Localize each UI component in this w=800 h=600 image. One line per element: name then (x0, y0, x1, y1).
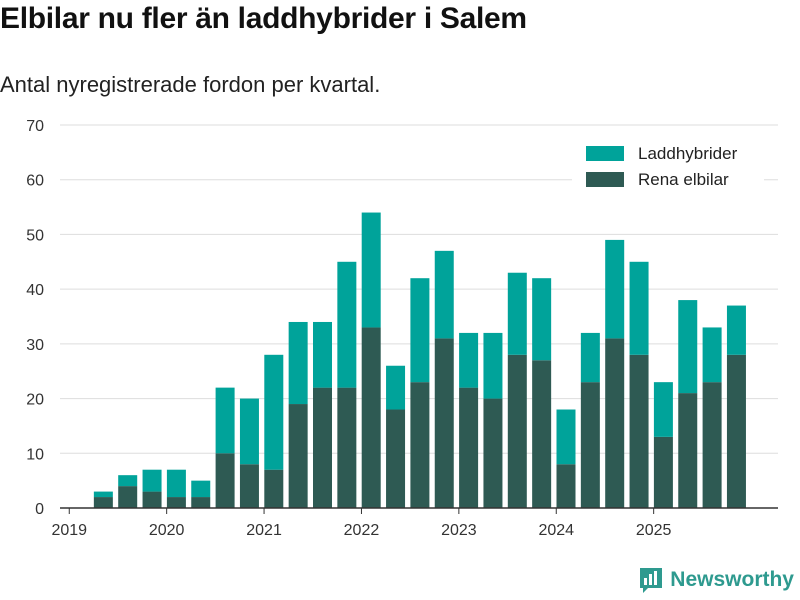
bar-rena-elbilar (702, 382, 722, 508)
bar-laddhybrider (532, 278, 552, 361)
bar-rena-elbilar (215, 453, 235, 508)
bar-laddhybrider (434, 250, 454, 339)
bar-laddhybrider (629, 261, 649, 355)
legend-item-rena-elbilar-swatch (586, 172, 624, 187)
bar-laddhybrider (702, 327, 722, 383)
bar-rena-elbilar (459, 387, 479, 508)
bar-laddhybrider (93, 491, 113, 498)
bar-rena-elbilar (726, 354, 746, 508)
x-tick-label: 2020 (149, 522, 185, 539)
x-tick-label: 2022 (344, 522, 380, 539)
bar-laddhybrider (313, 321, 332, 388)
bar-laddhybrider (361, 212, 381, 328)
bar-rena-elbilar (288, 404, 308, 508)
bar-rena-elbilar (239, 464, 259, 508)
y-tick-label: 10 (26, 446, 44, 463)
bar-rena-elbilar (410, 382, 430, 508)
x-tick-label: 2019 (51, 522, 87, 539)
newsworthy-logo-icon (640, 568, 663, 593)
bar-rena-elbilar (264, 469, 284, 508)
y-tick-label: 30 (26, 337, 44, 354)
bar-laddhybrider (653, 382, 673, 437)
y-tick-label: 20 (26, 392, 44, 409)
bar-laddhybrider (166, 469, 186, 498)
bar-rena-elbilar (361, 327, 381, 508)
bar-rena-elbilar (580, 382, 600, 508)
legend-item-laddhybrider-label: Laddhybrider (638, 144, 738, 163)
bar-rena-elbilar (653, 436, 673, 508)
bar-rena-elbilar (556, 464, 576, 508)
bar-laddhybrider (264, 354, 284, 470)
bar-rena-elbilar (337, 387, 357, 508)
bar-laddhybrider (678, 300, 698, 394)
bar-rena-elbilar (605, 338, 625, 508)
bar-rena-elbilar (166, 497, 186, 508)
bar-laddhybrider (386, 365, 406, 410)
legend-item-laddhybrider-swatch (586, 146, 624, 161)
bar-rena-elbilar (629, 354, 649, 508)
legend: Laddhybrider Rena elbilar (572, 138, 764, 198)
bar-laddhybrider (410, 278, 430, 383)
bar-laddhybrider (118, 475, 138, 487)
bar-laddhybrider (288, 321, 308, 405)
bar-laddhybrider (605, 239, 625, 339)
bar-rena-elbilar (434, 338, 454, 508)
bar-laddhybrider (215, 387, 235, 454)
bar-laddhybrider (556, 409, 576, 465)
x-axis: 2019 2020 2021 2022 2023 2024 2025 (51, 507, 778, 539)
bars (93, 212, 746, 508)
bar-laddhybrider (239, 398, 259, 465)
y-tick-label: 70 (26, 118, 44, 135)
bar-rena-elbilar (678, 393, 698, 508)
y-tick-label: 50 (26, 227, 44, 244)
y-tick-label: 60 (26, 173, 44, 190)
x-tick-label: 2023 (441, 522, 477, 539)
bar-laddhybrider (580, 332, 600, 383)
bar-rena-elbilar (118, 486, 138, 508)
y-axis-labels: 0 10 20 30 40 50 60 70 (26, 118, 44, 518)
bar-rena-elbilar (532, 360, 552, 508)
brand-logo: Newsworthy (638, 566, 794, 594)
bar-laddhybrider (483, 332, 503, 399)
chart-title: Elbilar nu fler än laddhybrider i Salem (0, 2, 527, 35)
x-tick-label: 2025 (636, 522, 672, 539)
x-tick-label: 2024 (538, 522, 574, 539)
bar-rena-elbilar (507, 354, 527, 508)
y-tick-label: 40 (26, 282, 44, 299)
bar-laddhybrider (337, 261, 357, 388)
chart-subtitle: Antal nyregistrerade fordon per kvartal. (0, 72, 381, 97)
bar-laddhybrider (726, 305, 746, 355)
bar-laddhybrider (459, 332, 479, 388)
bar-laddhybrider (191, 480, 211, 498)
bar-rena-elbilar (93, 497, 113, 508)
bar-rena-elbilar (142, 491, 162, 508)
bar-rena-elbilar (191, 497, 211, 508)
bar-laddhybrider (507, 272, 527, 355)
bar-rena-elbilar (483, 398, 503, 508)
x-tick-label: 2021 (246, 522, 282, 539)
bar-rena-elbilar (313, 387, 332, 508)
bar-laddhybrider (142, 469, 162, 492)
brand-name: Newsworthy (670, 568, 794, 591)
y-tick-label: 0 (35, 501, 44, 518)
legend-item-rena-elbilar-label: Rena elbilar (638, 170, 729, 189)
bar-rena-elbilar (386, 409, 406, 508)
